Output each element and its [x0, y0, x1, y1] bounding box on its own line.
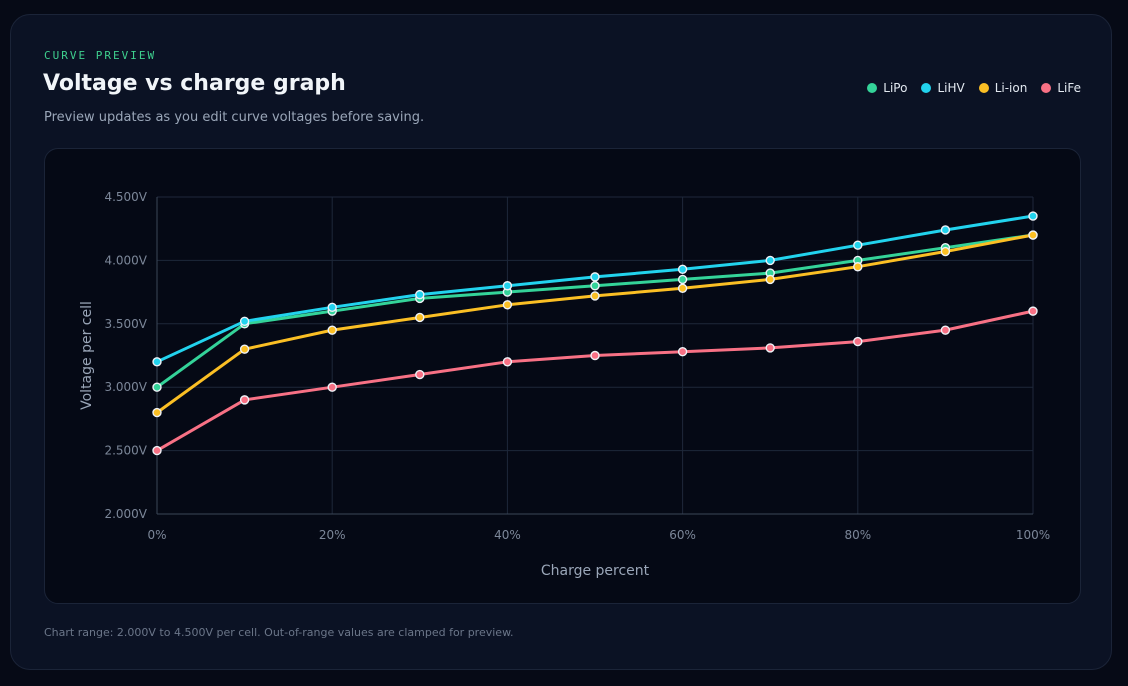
- data-point-lihv: [677, 264, 688, 274]
- data-point-life: [239, 395, 250, 405]
- data-point-lihv: [765, 255, 775, 266]
- data-point-li-ion: [853, 262, 863, 272]
- data-point-li-ion: [152, 407, 162, 418]
- data-point-lihv: [853, 240, 863, 250]
- page-title: Voltage vs charge graph: [43, 71, 346, 96]
- section-eyebrow: CURVE PREVIEW: [44, 49, 157, 62]
- data-point-life: [502, 357, 513, 367]
- data-point-li-ion: [327, 325, 337, 335]
- voltage-chart: 2.000V 2.500V 3.000V 3.500V 4.000V 4.500V 0% 20…: [79, 190, 1050, 579]
- data-point-li-ion: [765, 274, 775, 285]
- data-point-lipo: [590, 281, 600, 291]
- data-point-life: [1028, 306, 1038, 316]
- data-point-lihv: [152, 357, 162, 367]
- page-subtitle: Preview updates as you edit curve voltag…: [44, 110, 425, 125]
- series-line-life: [155, 309, 1035, 453]
- legend-item-lipo: LiPo: [867, 81, 907, 95]
- data-point-lipo: [677, 274, 688, 285]
- data-point-li-ion: [590, 291, 600, 301]
- legend-item-lihv: LiHV: [921, 81, 965, 95]
- data-point-life: [152, 445, 162, 456]
- data-point-lihv: [327, 302, 337, 313]
- y-tick-label: 3.000V: [104, 380, 147, 394]
- data-point-lihv: [239, 316, 250, 326]
- data-point-li-ion: [239, 344, 250, 354]
- x-tick-label: 40%: [494, 528, 521, 542]
- y-tick-label: 2.000V: [104, 507, 147, 521]
- data-point-li-ion: [677, 283, 688, 293]
- data-point-lihv: [415, 289, 425, 300]
- data-point-life: [590, 350, 600, 361]
- data-point-life: [677, 346, 688, 357]
- data-point-life: [415, 369, 425, 380]
- data-point-li-ion: [1028, 230, 1038, 240]
- legend-item-li-ion: Li-ion: [978, 81, 1028, 95]
- legend-dot-icon: [867, 83, 878, 93]
- data-point-lihv: [1028, 211, 1038, 221]
- chart-footnote: Chart range: 2.000V to 4.500V per cell. …: [44, 626, 514, 639]
- x-tick-label: 0%: [147, 528, 166, 542]
- chart-card: 2.000V 2.500V 3.000V 3.500V 4.000V 4.500V 0% 20…: [44, 148, 1081, 604]
- x-tick-label: 60%: [669, 528, 696, 542]
- data-point-lihv: [940, 225, 951, 235]
- data-point-lihv: [502, 281, 513, 291]
- legend-dot-icon: [1041, 83, 1052, 93]
- legend-dot-icon: [921, 83, 932, 93]
- data-point-li-ion: [415, 312, 425, 323]
- legend-label: LiHV: [937, 81, 965, 95]
- legend-dot-icon: [978, 83, 989, 93]
- y-tick-label: 3.500V: [104, 317, 147, 331]
- legend-label: Li-ion: [994, 81, 1028, 95]
- data-point-life: [765, 343, 775, 353]
- legend-label: LiPo: [883, 81, 908, 95]
- x-tick-label: 20%: [319, 528, 346, 542]
- y-axis-title: Voltage per cell: [79, 301, 95, 410]
- data-point-lipo: [152, 382, 162, 392]
- curve-preview-panel: CURVE PREVIEW Voltage vs charge graph Pr…: [10, 14, 1112, 670]
- y-tick-label: 4.500V: [104, 190, 147, 204]
- chart-legend: LiPo LiHV Li-ion LiFe: [867, 81, 1081, 95]
- data-point-life: [327, 382, 337, 392]
- x-tick-label: 100%: [1016, 528, 1050, 542]
- data-point-li-ion: [940, 246, 951, 257]
- data-point-life: [853, 336, 863, 347]
- x-axis-title: Charge percent: [541, 563, 650, 579]
- data-point-lihv: [590, 272, 600, 282]
- legend-label: LiFe: [1057, 81, 1081, 95]
- y-tick-label: 2.500V: [104, 444, 147, 458]
- y-tick-label: 4.000V: [104, 253, 147, 267]
- x-tick-label: 80%: [844, 528, 871, 542]
- legend-item-life: LiFe: [1041, 81, 1081, 95]
- data-point-li-ion: [502, 300, 513, 310]
- data-point-life: [940, 325, 951, 335]
